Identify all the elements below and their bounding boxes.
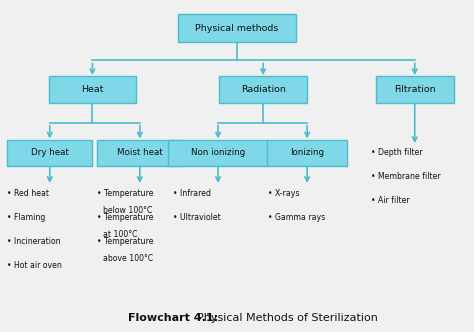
FancyBboxPatch shape xyxy=(7,140,92,166)
Text: • Red heat: • Red heat xyxy=(7,189,49,198)
Text: Heat: Heat xyxy=(81,85,104,94)
Text: • Temperature: • Temperature xyxy=(97,237,154,246)
Text: Moist heat: Moist heat xyxy=(117,148,163,157)
Text: below 100°C: below 100°C xyxy=(103,207,152,215)
FancyBboxPatch shape xyxy=(178,14,296,42)
Text: • Membrane filter: • Membrane filter xyxy=(371,172,441,181)
Text: Filtration: Filtration xyxy=(394,85,436,94)
Text: • Hot air oven: • Hot air oven xyxy=(7,261,62,270)
Text: • Flaming: • Flaming xyxy=(7,213,46,222)
Text: • Incineration: • Incineration xyxy=(7,237,61,246)
Text: Physical Methods of Sterilization: Physical Methods of Sterilization xyxy=(197,313,378,323)
Text: Non ionizing: Non ionizing xyxy=(191,148,245,157)
Text: • Gamma rays: • Gamma rays xyxy=(268,213,326,222)
Text: • Air filter: • Air filter xyxy=(371,196,410,205)
FancyBboxPatch shape xyxy=(375,76,454,103)
Text: Ionizing: Ionizing xyxy=(290,148,324,157)
Text: Radiation: Radiation xyxy=(241,85,285,94)
Text: • Temperature: • Temperature xyxy=(97,189,154,198)
Text: • X-rays: • X-rays xyxy=(268,189,300,198)
FancyBboxPatch shape xyxy=(97,140,182,166)
Text: above 100°C: above 100°C xyxy=(103,254,153,263)
Text: • Infrared: • Infrared xyxy=(173,189,211,198)
Text: at 100°C: at 100°C xyxy=(103,230,137,239)
Text: • Temperature: • Temperature xyxy=(97,213,154,222)
Text: • Depth filter: • Depth filter xyxy=(371,148,423,157)
FancyBboxPatch shape xyxy=(219,76,307,103)
Text: Dry heat: Dry heat xyxy=(31,148,69,157)
FancyBboxPatch shape xyxy=(267,140,347,166)
Text: • Ultraviolet: • Ultraviolet xyxy=(173,213,221,222)
Text: Flowchart 4.1:: Flowchart 4.1: xyxy=(128,313,218,323)
Text: Physical methods: Physical methods xyxy=(195,24,279,33)
FancyBboxPatch shape xyxy=(48,76,136,103)
FancyBboxPatch shape xyxy=(168,140,268,166)
